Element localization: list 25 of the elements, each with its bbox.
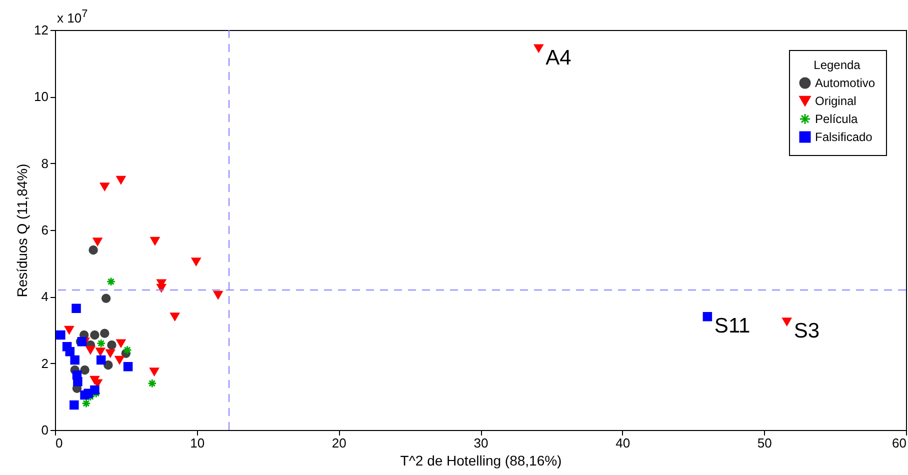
legend-title: Legenda [814,58,861,72]
y-tick-label: 6 [41,222,48,238]
y-tick-label: 0 [41,422,48,438]
legend-label: Original [815,94,856,108]
legend-label: Falsificado [815,130,873,144]
y-tick-label: 8 [41,156,48,171]
axis-multiplier: x 10$^{7}$ [57,8,88,26]
y-tick-label: 10 [34,89,48,104]
y-tick-label: 12 [34,22,48,38]
y-axis-title: Resíduos Q (11,84%) [14,164,30,298]
y-tick-label: 2 [41,356,48,371]
y-tick-label: 4 [41,289,48,304]
x-tick-label: 20 [332,436,346,450]
x-tick-label: 0 [56,436,63,450]
x-tick-label: 50 [757,436,772,450]
annotation: A4 [546,46,572,70]
x-tick-label: 10 [190,436,205,450]
x-tick-label: 30 [474,436,488,450]
annotation: S11 [714,314,750,338]
legend-label: Película [815,112,858,126]
x-tick-label: 60 [892,436,906,450]
x-axis-title: T^2 de Hotelling (88,16%) [400,452,562,468]
annotation: S3 [794,320,820,343]
x-tick-label: 40 [616,436,630,450]
legend-label: Automotivo [815,76,876,90]
